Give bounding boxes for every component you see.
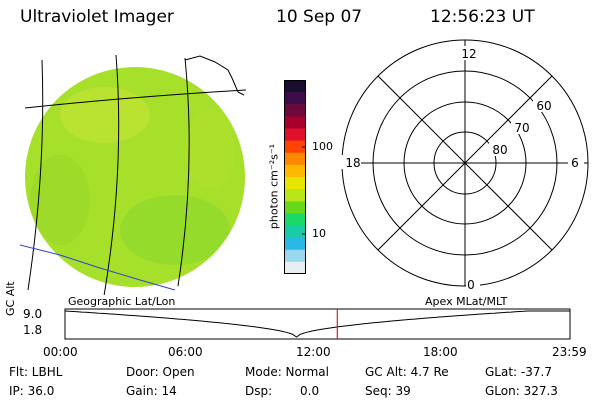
status-dsp-label: Dsp:: [245, 384, 273, 398]
longitude-line: [177, 57, 190, 287]
colorbar-band: [284, 80, 306, 93]
colorbar-band: [284, 104, 306, 117]
uv-image-panel: [19, 54, 247, 295]
longitude-line: [27, 59, 44, 291]
colorbar-band: [284, 177, 306, 190]
mlt-label-0: 0: [467, 278, 475, 292]
colorbar-band: [284, 249, 306, 263]
status-ip: IP: 36.0: [9, 384, 55, 398]
colorbar-band: [284, 261, 306, 274]
date-label: 10 Sep 07: [276, 7, 363, 27]
colorbar-band: [284, 201, 306, 214]
orbit-x-tick-2: 12:00: [296, 345, 331, 359]
orbit-x-tick-3: 18:00: [423, 345, 458, 359]
orbit-x-tick-1: 06:00: [168, 345, 203, 359]
polar-diagonal: [377, 75, 553, 251]
colorbar-tick-100: 100: [312, 140, 333, 153]
status-glon: GLon: 327.3: [485, 384, 558, 398]
orbit-axis-title: GC Alt: [4, 281, 17, 316]
status-seq: Seq: 39: [365, 384, 411, 398]
lat-label-70: 70: [514, 121, 529, 135]
status-filter: Flt: LBHL: [9, 365, 63, 379]
colorbar-band: [284, 213, 306, 227]
orbit-x-tick-0: 00:00: [43, 345, 78, 359]
orbit-altitude-plot: [64, 308, 571, 340]
colorbar-band: [284, 140, 306, 154]
status-glat: GLat: -37.7: [485, 365, 552, 379]
orbit-y-bottom: 1.8: [23, 323, 43, 337]
status-dsp-value: 0.0: [300, 384, 320, 398]
orbit-altitude-curve: [64, 310, 570, 338]
apex-grid-label: Apex MLat/MLT: [425, 295, 508, 308]
orbit-y-top: 9.0: [23, 307, 43, 321]
time-label: 12:56:23 UT: [430, 7, 535, 27]
status-gain: Gain: 14: [126, 384, 177, 398]
status-gc-alt: GC Alt: 4.7 Re: [365, 365, 449, 379]
colorbar: [284, 80, 306, 274]
orbit-x-tick-4: 23:59: [552, 345, 587, 359]
geographic-grid-label: Geographic Lat/Lon: [68, 295, 176, 308]
status-door: Door: Open: [126, 365, 195, 379]
colorbar-tick-10: 10: [312, 227, 326, 240]
polar-mlat-mlt-plot: 12 18 6 0 60 70 80: [341, 39, 589, 292]
colorbar-band: [284, 152, 306, 166]
coastline: [184, 55, 245, 96]
lat-label-60: 60: [536, 99, 551, 113]
colorbar-band: [284, 164, 306, 178]
colorbar-band: [284, 189, 306, 202]
lat-label-80: 80: [492, 143, 507, 157]
status-mode: Mode: Normal: [245, 365, 329, 379]
colorbar-band: [284, 237, 306, 251]
mlt-label-18: 18: [345, 156, 360, 170]
colorbar-band: [284, 128, 306, 142]
colorbar-band: [284, 225, 306, 239]
colorbar-unit-label: photon cm⁻²s⁻¹: [267, 143, 281, 230]
latitude-line: [24, 89, 247, 109]
longitude-line: [103, 54, 120, 295]
mlt-label-6: 6: [571, 156, 579, 170]
colorbar-band: [284, 92, 306, 105]
instrument-title: Ultraviolet Imager: [20, 7, 174, 27]
mlt-label-12: 12: [461, 47, 476, 61]
colorbar-band: [284, 116, 306, 130]
terminator-line: [19, 244, 176, 291]
